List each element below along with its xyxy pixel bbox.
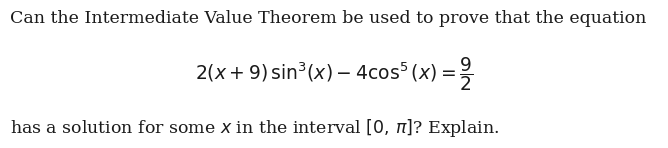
Text: $2(x+9)\,\sin^{3}\!(x) - 4\cos^{5}(x) = \dfrac{9}{2}$: $2(x+9)\,\sin^{3}\!(x) - 4\cos^{5}(x) = …	[194, 55, 474, 93]
Text: Can the Intermediate Value Theorem be used to prove that the equation: Can the Intermediate Value Theorem be us…	[10, 10, 647, 27]
Text: has a solution for some $x$ in the interval $[0,\, \pi]$? Explain.: has a solution for some $x$ in the inter…	[10, 117, 500, 139]
